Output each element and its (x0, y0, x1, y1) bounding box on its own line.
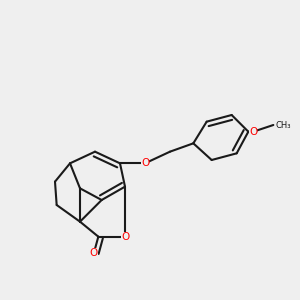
Text: O: O (121, 232, 129, 242)
Text: O: O (249, 127, 257, 137)
Text: CH₃: CH₃ (276, 121, 291, 130)
Text: O: O (90, 248, 98, 258)
Text: O: O (141, 158, 149, 168)
